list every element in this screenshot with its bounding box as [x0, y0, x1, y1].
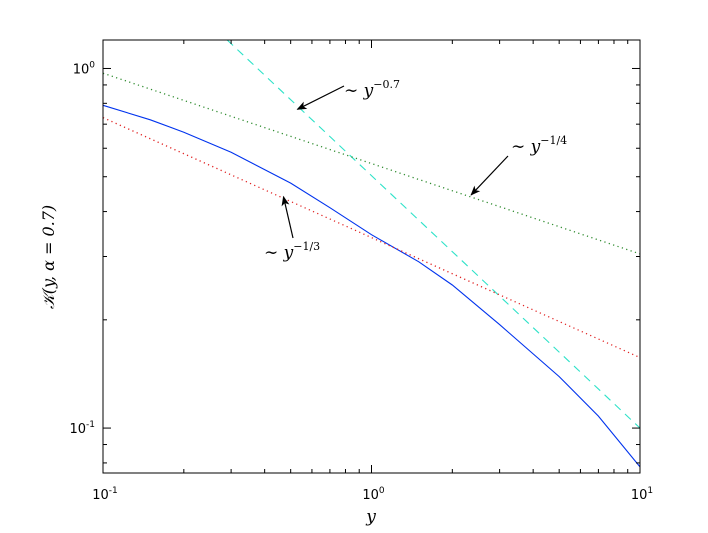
annotation-arrow-3 — [281, 195, 294, 239]
annotation-arrow-1 — [296, 85, 345, 110]
x-tick-label-1: 100 — [362, 486, 385, 503]
annotation-label-2: ∼ y−1/4 — [511, 134, 567, 157]
annotation-label-3: ∼ y−1/3 — [264, 240, 320, 263]
annotation-base: ∼ y — [344, 81, 374, 101]
y-tick-label-1-exponent: 0 — [89, 60, 95, 70]
annotation-layer: ∼ y−0.7∼ y−1/4∼ y−1/3 — [264, 78, 567, 263]
x-tick-label-1-exponent: 0 — [379, 486, 385, 496]
annotation-base: ∼ y — [511, 137, 541, 157]
series-line-2 — [226, 39, 641, 429]
x-tick-label-2: 101 — [631, 486, 653, 503]
annotation-exponent: −1/3 — [293, 240, 320, 253]
annotation-label-1: ∼ y−0.7 — [344, 78, 400, 101]
y-axis-label: 𝒦(y, α = 0.7) — [39, 205, 58, 309]
annotation-base: ∼ y — [264, 243, 294, 263]
annotation-arrow-2 — [470, 155, 509, 196]
x-tick-label-0: 10-1 — [92, 486, 118, 503]
y-tick-label-0: 10-1 — [69, 420, 95, 437]
x-tick-label-0-exponent: -1 — [109, 486, 118, 496]
annotation-exponent: −1/4 — [540, 134, 567, 147]
x-tick-label-2-exponent: 1 — [647, 486, 653, 496]
series-layer — [102, 39, 641, 468]
x-axis-label: y — [365, 507, 376, 527]
y-tick-label-0-exponent: -1 — [86, 420, 95, 430]
y-tick-label-1: 100 — [73, 60, 96, 77]
annotation-exponent: −0.7 — [373, 78, 400, 91]
plot-area — [103, 40, 640, 473]
series-line-1 — [102, 104, 641, 468]
